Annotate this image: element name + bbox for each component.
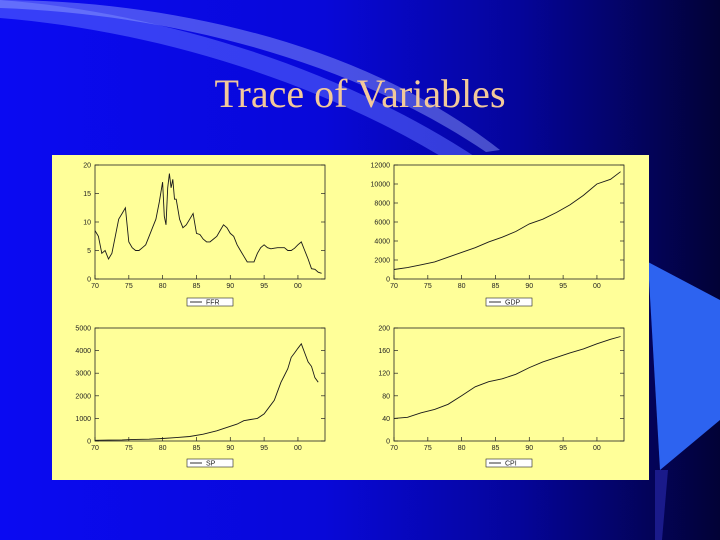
chart-3-legend-box	[186, 458, 234, 468]
chart-2-legend-box	[485, 297, 533, 307]
chart-4-legend-label: CPI	[505, 461, 517, 468]
chart-2-y-tick-label: 0	[386, 277, 390, 284]
chart-3-x-tick-label: 85	[193, 445, 201, 452]
chart-1-y-tick-label: 20	[83, 163, 91, 170]
chart-2-x-tick-label: 90	[525, 283, 533, 290]
chart-2-x-tick-label: 95	[559, 283, 567, 290]
slide-title: Trace of Variables	[214, 71, 506, 116]
chart-3-legend-label: SP	[206, 461, 216, 468]
chart-2-legend-label: GDP	[505, 300, 521, 307]
chart-4-x-tick-label: 75	[424, 445, 432, 452]
chart-2-plot-frame	[393, 164, 625, 280]
chart-2-x-tick-label: 00	[593, 283, 601, 290]
chart-4-y-tick-label: 120	[378, 371, 390, 378]
chart-4-series-line	[393, 336, 621, 419]
chart-4-x-tick-label: 85	[492, 445, 500, 452]
chart-2-y-tick-label: 6000	[374, 220, 390, 227]
chart-1-x-tick-label: 85	[193, 283, 201, 290]
chart-1-y-tick-label: 5	[87, 248, 91, 255]
chart-4-legend-box	[485, 458, 533, 468]
chart-4-plot-frame	[393, 327, 625, 442]
chart-4-x-tick-label: 95	[559, 445, 567, 452]
chart-1-plot-frame	[94, 164, 326, 280]
chart-3-y-tick-label: 2000	[75, 393, 91, 400]
chart-3-x-tick-label: 70	[91, 445, 99, 452]
chart-1-x-tick-label: 90	[226, 283, 234, 290]
chart-4-x-tick-label: 80	[458, 445, 466, 452]
chart-3-x-tick-label: 90	[226, 445, 234, 452]
chart-4-y-tick-label: 0	[386, 439, 390, 446]
chart-4-x-tick-label: 70	[390, 445, 398, 452]
chart-1-legend-label: FFR	[206, 300, 220, 307]
chart-1-y-tick-label: 15	[83, 191, 91, 198]
chart-2-y-tick-label: 4000	[374, 239, 390, 246]
chart-2-series-line	[393, 171, 621, 270]
chart-4-x-tick-label: 00	[593, 445, 601, 452]
chart-3-x-tick-label: 00	[294, 445, 302, 452]
chart-1-x-tick-label: 95	[260, 283, 268, 290]
chart-3-plot-frame	[94, 327, 326, 442]
chart-1-y-tick-label: 10	[83, 220, 91, 227]
chart-3-y-tick-label: 4000	[75, 348, 91, 355]
chart-1-y-tick-label: 0	[87, 277, 91, 284]
chart-2-y-tick-label: 12000	[371, 163, 391, 170]
chart-1-x-tick-label: 75	[125, 283, 133, 290]
chart-2-x-tick-label: 85	[492, 283, 500, 290]
chart-4-y-tick-label: 200	[378, 326, 390, 333]
chart-2-y-tick-label: 10000	[371, 182, 391, 189]
chart-2-x-tick-label: 70	[390, 283, 398, 290]
chart-3-x-tick-label: 95	[260, 445, 268, 452]
chart-4-y-tick-label: 40	[382, 416, 390, 423]
chart-1-x-tick-label: 70	[91, 283, 99, 290]
chart-3-y-tick-label: 0	[87, 439, 91, 446]
chart-1-legend-box	[186, 297, 234, 307]
chart-3-x-tick-label: 75	[125, 445, 133, 452]
chart-2-x-tick-label: 75	[424, 283, 432, 290]
chart-1-x-tick-label: 00	[294, 283, 302, 290]
chart-3-x-tick-label: 80	[159, 445, 167, 452]
chart-4-y-tick-label: 80	[382, 393, 390, 400]
chart-3-series-line	[94, 342, 319, 441]
chart-2-x-tick-label: 80	[458, 283, 466, 290]
chart-3-y-tick-label: 3000	[75, 371, 91, 378]
chart-2-y-tick-label: 8000	[374, 201, 390, 208]
chart-3-y-tick-label: 5000	[75, 326, 91, 333]
chart-4-y-tick-label: 160	[378, 348, 390, 355]
chart-2-y-tick-label: 2000	[374, 258, 390, 265]
chart-panel: 0 5 10 15 20 70 75 80 85 90 95 00 FFR 0 2000 4000 6000 80…	[52, 155, 649, 480]
chart-1-x-tick-label: 80	[159, 283, 167, 290]
chart-3-y-tick-label: 1000	[75, 416, 91, 423]
chart-4-x-tick-label: 90	[525, 445, 533, 452]
chart-1-series-line	[94, 173, 322, 274]
